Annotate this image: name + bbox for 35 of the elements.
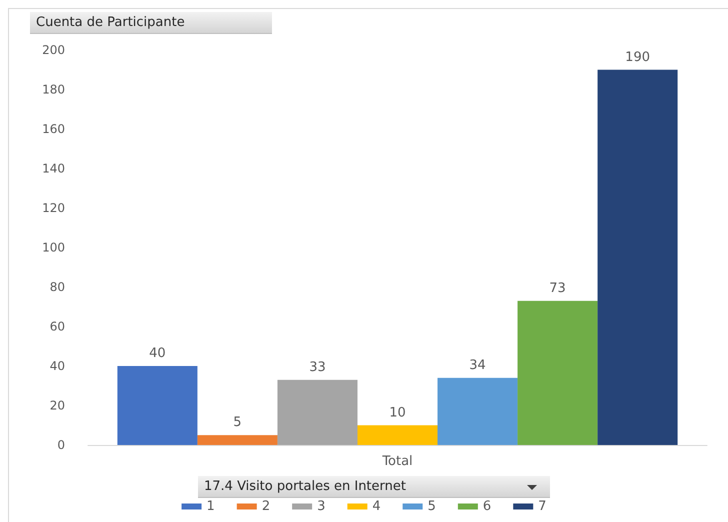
legend-title: 17.4 Visito portales en Internet	[204, 479, 406, 494]
data-label: 5	[233, 415, 242, 430]
bar	[438, 378, 518, 445]
y-tick-label: 40	[50, 359, 65, 373]
y-tick-label: 180	[42, 82, 65, 96]
legend-label: 7	[538, 499, 546, 514]
y-tick-label: 20	[50, 398, 65, 412]
data-label: 34	[469, 358, 486, 373]
legend-label: 3	[317, 499, 326, 514]
legend-label: 4	[372, 499, 381, 514]
y-tick-label: 60	[50, 320, 65, 334]
y-tick-label: 80	[50, 280, 65, 294]
data-label: 190	[625, 50, 650, 65]
bar	[277, 380, 358, 445]
legend-label: 5	[428, 499, 436, 514]
bar	[197, 435, 278, 445]
data-label: 73	[549, 280, 566, 296]
legend-label: 2	[262, 499, 270, 514]
x-tick-label: Total	[381, 454, 413, 469]
bar	[598, 70, 678, 445]
y-tick-label: 0	[57, 438, 65, 452]
data-label: 40	[149, 346, 166, 361]
y-tick-label: 200	[42, 43, 65, 57]
y-tick-label: 100	[42, 240, 65, 254]
y-tick-label: 120	[42, 201, 65, 215]
bar	[518, 300, 598, 445]
y-axis-title: Cuenta de Participante	[36, 15, 185, 30]
y-tick-label: 160	[42, 122, 65, 136]
legend-label: 6	[482, 499, 492, 514]
bar	[357, 425, 438, 445]
data-label: 10	[389, 405, 406, 420]
data-label: 33	[309, 360, 326, 375]
bar	[117, 366, 198, 445]
y-tick-label: 140	[42, 162, 65, 176]
legend-label: 1	[206, 499, 215, 514]
